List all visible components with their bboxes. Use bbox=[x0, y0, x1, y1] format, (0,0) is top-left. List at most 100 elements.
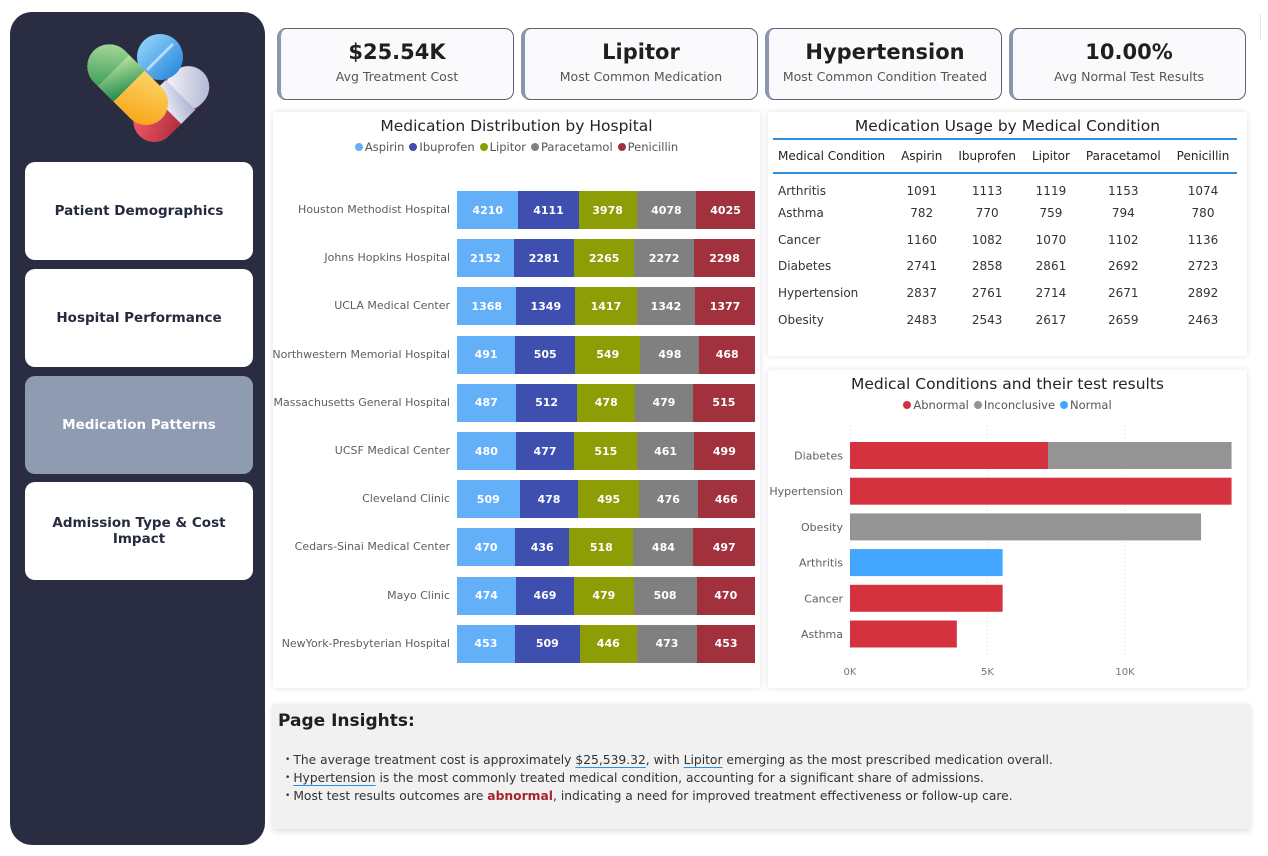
bar-segment-penicillin[interactable]: 466 bbox=[697, 480, 755, 519]
legend-item-normal[interactable]: Normal bbox=[1060, 398, 1112, 412]
bar-segment-paracetamol[interactable]: 479 bbox=[635, 383, 693, 422]
bar-segment-normal[interactable] bbox=[850, 549, 1003, 577]
legend-item-lipitor[interactable]: Lipitor bbox=[479, 140, 526, 154]
x-tick-label: 10K bbox=[1115, 667, 1135, 678]
pills-icon bbox=[87, 34, 210, 143]
bar-segment-aspirin[interactable]: 453 bbox=[457, 624, 515, 663]
bar-segment-lipitor[interactable]: 1417 bbox=[575, 287, 637, 326]
bar-segment-lipitor[interactable]: 518 bbox=[569, 528, 634, 567]
column-header[interactable]: Paracetamol bbox=[1077, 138, 1169, 174]
nav-hospital-performance[interactable]: Hospital Performance bbox=[25, 269, 253, 367]
bar-segment-paracetamol[interactable]: 4078 bbox=[636, 191, 697, 229]
bar-segment-paracetamol[interactable]: 508 bbox=[633, 576, 697, 615]
bar-segment-penicillin[interactable]: 1377 bbox=[695, 287, 755, 326]
bar-segment-aspirin[interactable]: 487 bbox=[457, 383, 516, 422]
bar-segment-ibuprofen[interactable]: 478 bbox=[519, 480, 579, 519]
bar-segment-lipitor[interactable]: 2265 bbox=[574, 239, 635, 278]
bar-segment-abnormal[interactable] bbox=[850, 620, 957, 648]
bar-segment-ibuprofen[interactable]: 512 bbox=[515, 383, 578, 422]
legend-item-abnormal[interactable]: Abnormal bbox=[903, 398, 969, 412]
data-label: 512 bbox=[535, 396, 559, 410]
bar-segment-aspirin[interactable]: 474 bbox=[457, 576, 516, 615]
bar-segment-aspirin[interactable]: 491 bbox=[457, 335, 516, 374]
legend-item-ibuprofen[interactable]: Ibuprofen bbox=[409, 140, 475, 154]
legend-item-paracetamol[interactable]: Paracetamol bbox=[531, 140, 613, 154]
bar-segment-paracetamol[interactable]: 473 bbox=[636, 624, 698, 663]
column-header[interactable]: Lipitor bbox=[1023, 138, 1078, 174]
category-label: Hypertension bbox=[769, 485, 843, 498]
bar-segment-lipitor[interactable]: 549 bbox=[575, 335, 641, 374]
bar-segment-paracetamol[interactable]: 476 bbox=[639, 480, 698, 519]
bar-segment-inconclusive[interactable] bbox=[1048, 442, 1232, 469]
bar-segment-abnormal[interactable] bbox=[850, 477, 1232, 505]
bar-segment-aspirin[interactable]: 480 bbox=[457, 432, 516, 470]
data-label: 470 bbox=[474, 540, 498, 554]
bar-segment-lipitor[interactable]: 478 bbox=[577, 383, 636, 422]
nav-medication-patterns[interactable]: Medication Patterns bbox=[25, 376, 253, 474]
bar-segment-ibuprofen[interactable]: 469 bbox=[515, 576, 575, 615]
bar-segment-penicillin[interactable]: 4025 bbox=[696, 191, 755, 229]
kpi-card-most-common-condition: Hypertension Most Common Condition Treat… bbox=[765, 28, 1002, 100]
bar-segment-aspirin[interactable]: 4210 bbox=[457, 191, 519, 229]
bar-row: Mayo Clinic 474 469 479 508 470 bbox=[273, 576, 760, 615]
nav-patient-demographics[interactable]: Patient Demographics bbox=[25, 162, 253, 260]
bar-segment-aspirin[interactable]: 2152 bbox=[457, 239, 514, 278]
data-label: 477 bbox=[533, 444, 557, 458]
bar-segment-paracetamol[interactable]: 1342 bbox=[636, 287, 696, 326]
bar-segment-abnormal[interactable] bbox=[850, 584, 1003, 612]
table-cell: 2761 bbox=[971, 286, 1003, 301]
legend-item-penicillin[interactable]: Penicillin bbox=[617, 140, 679, 154]
bar-segment-penicillin[interactable]: 453 bbox=[697, 624, 755, 663]
legend-label: Ibuprofen bbox=[419, 140, 475, 154]
bar-segment-penicillin[interactable]: 515 bbox=[692, 383, 755, 422]
kpi-label: Most Common Medication bbox=[559, 69, 723, 84]
bar-segment-ibuprofen[interactable]: 509 bbox=[514, 624, 580, 663]
bar-segment-penicillin[interactable]: 2298 bbox=[694, 239, 755, 278]
table-cell: 2659 bbox=[1108, 312, 1139, 327]
bar-segment-penicillin[interactable]: 470 bbox=[696, 576, 755, 615]
category-label: Cedars-Sinai Medical Center bbox=[294, 540, 450, 554]
bar-row: Houston Methodist Hospital 4210 4111 3978 40… bbox=[273, 191, 760, 229]
bar-segment-paracetamol[interactable]: 484 bbox=[633, 528, 694, 567]
legend-label: Penicillin bbox=[627, 140, 679, 154]
bar-segment-lipitor[interactable]: 3978 bbox=[578, 191, 637, 229]
nav-admission-type-cost-impact[interactable]: Admission Type & Cost Impact bbox=[25, 482, 253, 580]
bar-segment-inconclusive[interactable] bbox=[850, 513, 1202, 541]
data-label: 484 bbox=[651, 540, 675, 554]
bar-segment-lipitor[interactable]: 479 bbox=[574, 576, 634, 615]
column-header[interactable]: Aspirin bbox=[893, 138, 951, 174]
bar-segment-penicillin[interactable]: 499 bbox=[693, 432, 755, 470]
bar-segment-aspirin[interactable]: 509 bbox=[457, 480, 520, 519]
bar-segment-abnormal[interactable] bbox=[850, 442, 1048, 469]
data-label: 479 bbox=[652, 396, 676, 410]
bar-segment-aspirin[interactable]: 1368 bbox=[457, 287, 517, 326]
insight-text: Most test results outcomes are bbox=[293, 789, 488, 803]
bar-segment-ibuprofen[interactable]: 505 bbox=[515, 335, 576, 374]
legend-item-inconclusive[interactable]: Inconclusive bbox=[973, 398, 1055, 412]
bar-segment-penicillin[interactable]: 468 bbox=[699, 335, 755, 374]
column-header[interactable]: Ibuprofen bbox=[950, 138, 1024, 174]
bar-segment-ibuprofen[interactable]: 2281 bbox=[513, 239, 575, 278]
bar-segment-lipitor[interactable]: 515 bbox=[574, 432, 638, 470]
bar-segment-aspirin[interactable]: 470 bbox=[457, 528, 516, 567]
bar-segment-ibuprofen[interactable]: 477 bbox=[515, 432, 575, 470]
bar-segment-lipitor[interactable]: 495 bbox=[578, 480, 640, 519]
data-label: 515 bbox=[594, 444, 618, 458]
table-cell: 2723 bbox=[1187, 259, 1219, 274]
bar-segment-penicillin[interactable]: 497 bbox=[693, 528, 755, 567]
bar-segment-paracetamol[interactable]: 498 bbox=[640, 335, 700, 374]
column-header[interactable]: Penicillin bbox=[1168, 138, 1238, 174]
bar-segment-paracetamol[interactable]: 2272 bbox=[634, 239, 695, 278]
bar-segment-ibuprofen[interactable]: 1349 bbox=[516, 287, 576, 326]
data-label: 479 bbox=[592, 589, 616, 603]
bar-segment-paracetamol[interactable]: 461 bbox=[637, 432, 694, 470]
legend-item-aspirin[interactable]: Aspirin bbox=[354, 140, 404, 154]
bar-segment-lipitor[interactable]: 446 bbox=[579, 624, 637, 663]
x-tick-label: 5K bbox=[981, 667, 994, 678]
bar-segment-ibuprofen[interactable]: 4111 bbox=[518, 191, 579, 229]
bar-segment-ibuprofen[interactable]: 436 bbox=[515, 528, 570, 567]
column-header[interactable]: Medical Condition bbox=[773, 138, 894, 174]
category-label: Obesity bbox=[801, 521, 844, 534]
stacked-bar: 491 505 549 498 468 bbox=[457, 335, 755, 374]
insight-text: , with bbox=[645, 753, 684, 767]
